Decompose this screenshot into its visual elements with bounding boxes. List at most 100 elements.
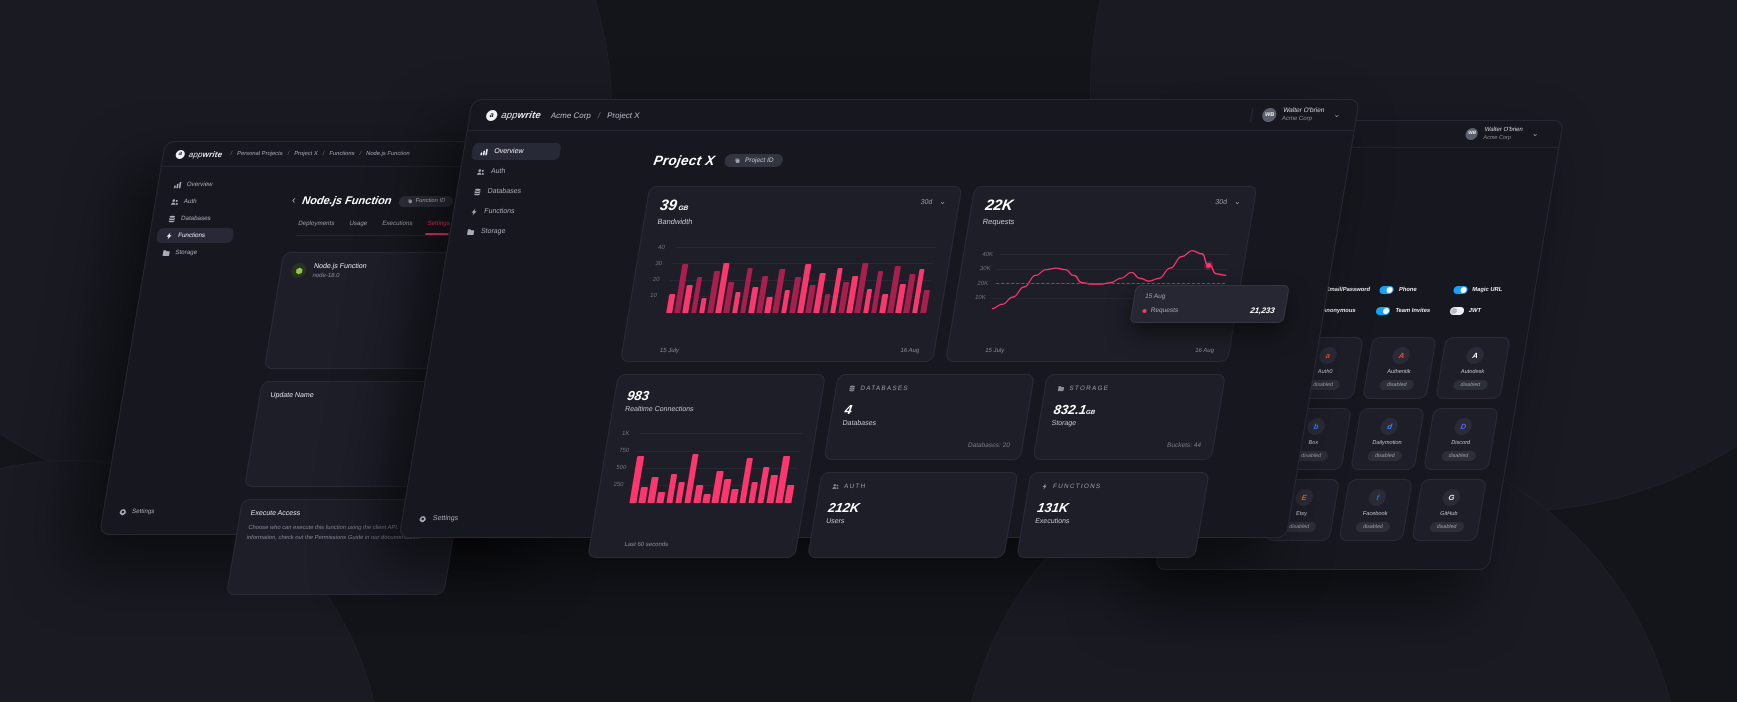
avatar: WB: [1465, 127, 1480, 140]
bolt-icon: [1040, 483, 1048, 490]
chevron-down-icon: ⌄: [1332, 110, 1342, 119]
range-select[interactable]: 30d ⌄: [920, 197, 947, 206]
chart-icon: [173, 181, 182, 189]
autodesk-icon: A: [1465, 347, 1486, 364]
sidebar-item-auth[interactable]: Auth: [162, 194, 241, 209]
folder-icon: [162, 249, 171, 257]
status-badge: disabled: [1440, 451, 1477, 461]
provider-card-autodesk[interactable]: A Autodesk disabled: [1435, 337, 1511, 399]
y-axis-tick: 1K: [621, 430, 630, 437]
back-chevron-icon[interactable]: ‹: [291, 195, 297, 206]
sidebar-item-auth[interactable]: Auth: [467, 163, 558, 180]
nodejs-icon: [290, 263, 308, 278]
y-axis-tick: 250: [612, 482, 624, 489]
provider-card-authentik[interactable]: A Authentik disabled: [1361, 337, 1438, 399]
copy-icon: [733, 157, 741, 164]
tab-executions[interactable]: Executions: [381, 220, 414, 227]
chart-tooltip: 15 Aug Requests 21,233: [1129, 285, 1290, 323]
bandwidth-label: Bandwidth: [656, 217, 694, 226]
overview-main-panel: Project X Project ID 39GB Ba: [504, 131, 1354, 558]
status-badge: disabled: [1355, 522, 1391, 532]
function-settings-window: a appwrite / Personal Projects / Project X /…: [99, 141, 619, 595]
users-icon: [476, 168, 485, 176]
sidebar-item-functions[interactable]: Functions: [461, 203, 552, 220]
tab-deployments[interactable]: Deployments: [297, 220, 335, 227]
center-window-header: a appwrite Acme Corp / Project X WB Walt…: [467, 100, 1359, 131]
functions-card: FUNCTIONS 131K Executions: [1016, 472, 1210, 558]
users-icon: [170, 198, 179, 206]
toggle-jwt[interactable]: [1449, 307, 1465, 315]
auth-card: AUTH 212K Users: [806, 472, 1019, 558]
realtime-chart: 1K 750 500 250: [609, 431, 803, 503]
range-select[interactable]: 30d ⌄: [1214, 197, 1242, 206]
breadcrumb-personal-projects[interactable]: Personal Projects: [236, 151, 284, 157]
gear-icon: [118, 508, 127, 516]
chart-icon: [480, 148, 489, 156]
page-title: Project X: [652, 153, 717, 168]
breadcrumb-project-x[interactable]: Project X: [293, 151, 319, 157]
provider-card-facebook[interactable]: f Facebook disabled: [1338, 479, 1414, 541]
breadcrumb: Acme Corp / Project X: [550, 110, 641, 120]
chevron-down-icon: ⌄: [1233, 197, 1242, 206]
y-axis-tick: 40: [657, 244, 666, 251]
project-id-badge[interactable]: Project ID: [723, 154, 784, 167]
breadcrumb-org[interactable]: Acme Corp: [550, 110, 592, 120]
user-menu[interactable]: WB Walter O'brien Acme Corp ⌄: [1250, 107, 1341, 123]
storage-note: Buckets: 44: [1166, 442, 1202, 449]
function-name: Node.js Function: [313, 263, 368, 270]
breadcrumb-node-js-function[interactable]: Node.js Function: [365, 151, 411, 157]
sidebar-item-settings[interactable]: Settings: [409, 510, 500, 527]
divider: [1250, 108, 1254, 122]
provider-card-discord[interactable]: D Discord disabled: [1423, 408, 1499, 470]
function-id-badge[interactable]: Function ID: [397, 195, 455, 207]
runtime-card: Node.js Function node-18.0: [263, 252, 502, 369]
tooltip-date: 15 Aug: [1144, 293, 1166, 300]
tab-usage[interactable]: Usage: [348, 220, 368, 227]
sidebar-item-functions[interactable]: Functions: [155, 228, 235, 243]
toggle-phone[interactable]: [1379, 286, 1395, 294]
provider-card-github[interactable]: G GitHub disabled: [1411, 479, 1487, 541]
auth0-icon: a: [1317, 347, 1338, 364]
y-axis-tick: 20K: [976, 280, 989, 287]
box-icon: b: [1306, 418, 1326, 435]
toggle-magic-url[interactable]: [1452, 286, 1468, 294]
discord-icon: D: [1453, 418, 1474, 435]
requests-chart: 40K 30K 20K 10K: [971, 245, 1231, 313]
databases-value: 4: [843, 402, 854, 417]
tooltip-value: 21,233: [1249, 306, 1276, 315]
appwrite-logo[interactable]: a appwrite: [485, 109, 542, 121]
sidebar-item-storage[interactable]: Storage: [457, 223, 548, 240]
user-org: Acme Corp: [1281, 115, 1313, 122]
user-menu[interactable]: WB Walter O'brien Acme Corp ⌄: [1465, 127, 1540, 141]
provider-card-dailymotion[interactable]: d Dailymotion disabled: [1350, 408, 1426, 470]
y-axis-tick: 750: [618, 448, 630, 455]
appwrite-logo[interactable]: a appwrite: [175, 149, 223, 159]
sidebar-item-storage[interactable]: Storage: [153, 245, 232, 260]
breadcrumb-project[interactable]: Project X: [606, 110, 641, 120]
function-page-title: Node.js Function: [301, 195, 393, 207]
toggle-team-invites[interactable]: [1375, 307, 1392, 315]
database-icon: [848, 385, 856, 392]
sidebar-item-databases[interactable]: Databases: [159, 211, 238, 226]
folder-icon: [466, 228, 475, 236]
status-badge: disabled: [1378, 380, 1415, 390]
requests-card: 22K Requests 30d ⌄ 40K 30K 20K 10K: [945, 186, 1290, 362]
realtime-footer: Last 60 seconds: [623, 542, 669, 548]
avatar: WB: [1261, 108, 1278, 122]
y-axis-tick: 30K: [979, 266, 992, 273]
y-axis-tick: 30: [654, 260, 663, 267]
auth-method-phone: Phone: [1379, 286, 1446, 294]
sidebar-item-overview[interactable]: Overview: [470, 143, 562, 160]
users-icon: [831, 483, 839, 490]
sidebar-item-overview[interactable]: Overview: [164, 177, 243, 192]
auth-value: 212K: [827, 500, 861, 515]
chevron-down-icon: ⌄: [938, 197, 947, 206]
breadcrumb-functions[interactable]: Functions: [328, 151, 355, 157]
tooltip-series: Requests: [1150, 307, 1179, 314]
sidebar-item-settings[interactable]: Settings: [110, 504, 189, 519]
tab-settings[interactable]: Settings: [425, 220, 451, 235]
function-main-panel: ‹ Node.js Function Function ID Deploymen…: [191, 167, 613, 595]
user-name: Walter O'brien: [1484, 126, 1524, 133]
sidebar-item-databases[interactable]: Databases: [464, 183, 555, 200]
